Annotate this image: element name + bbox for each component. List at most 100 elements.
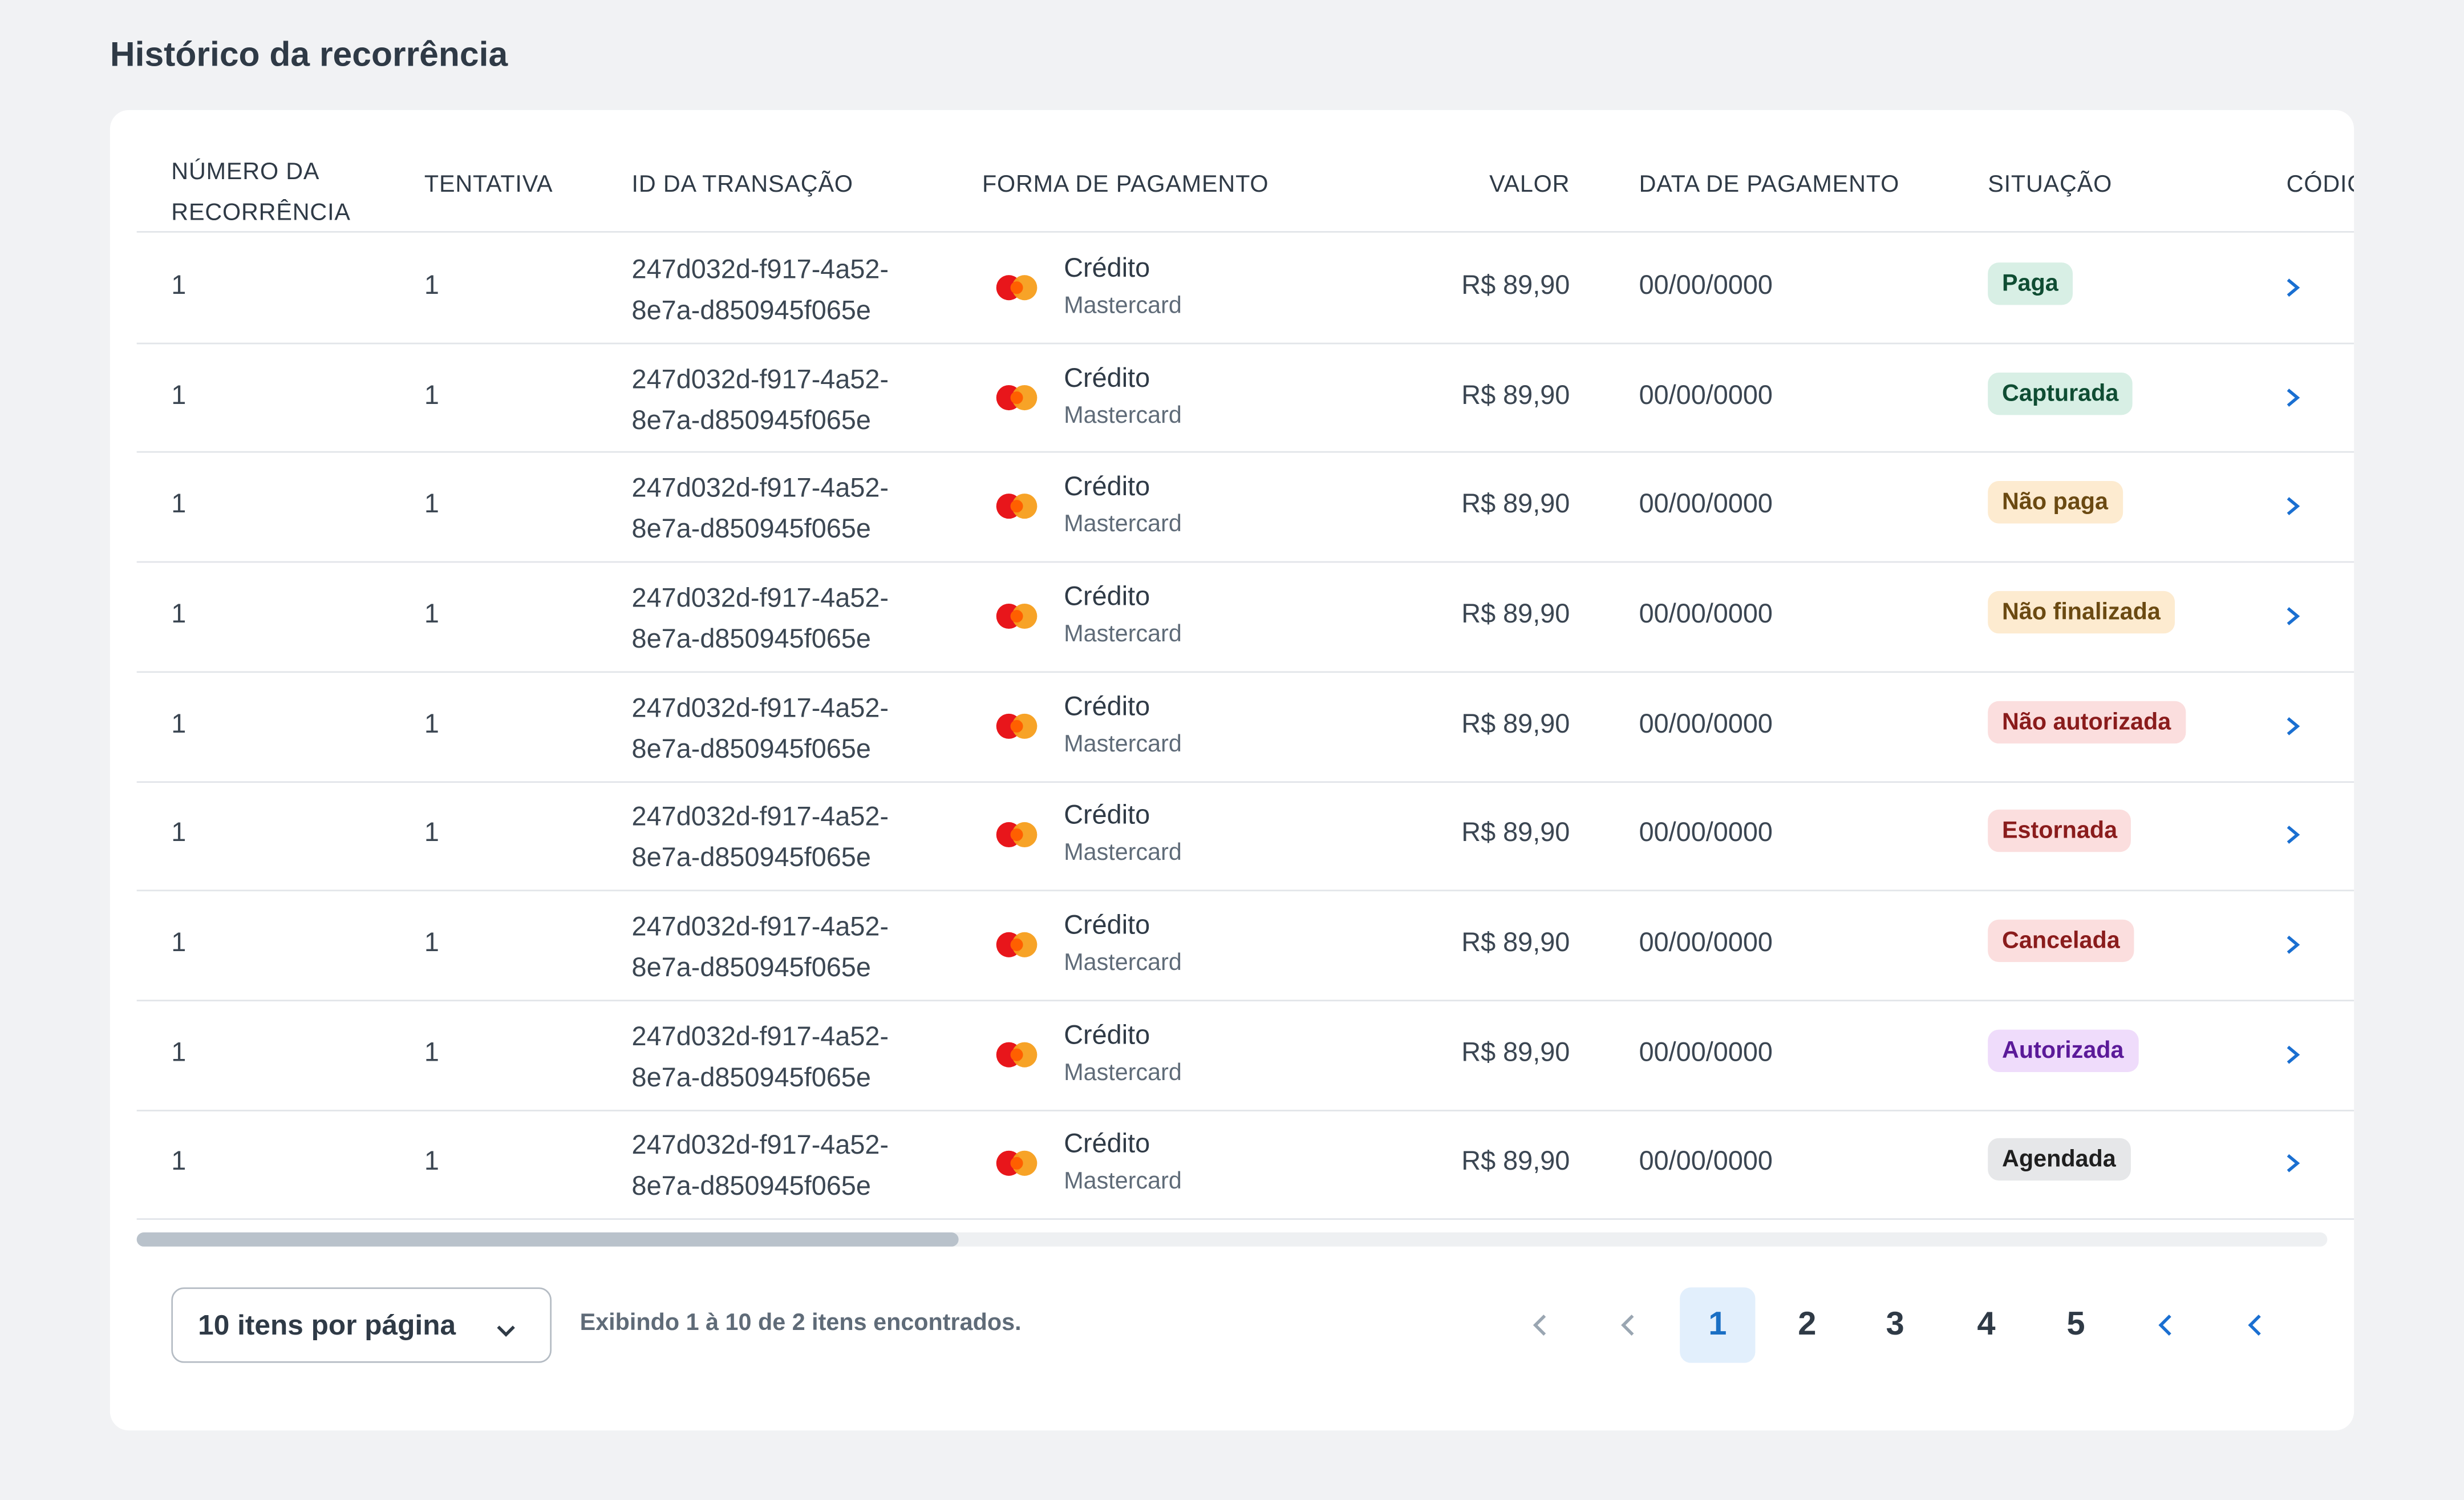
payment-date: 00/00/0000 bbox=[1639, 599, 1773, 629]
next-page-button[interactable] bbox=[2156, 1313, 2175, 1346]
row-details-chevron[interactable] bbox=[2283, 1153, 2302, 1183]
card-brand: Mastercard bbox=[1064, 949, 1182, 977]
payment-date: 00/00/0000 bbox=[1639, 1037, 1773, 1068]
card-brand: Mastercard bbox=[1064, 730, 1182, 757]
row-divider bbox=[136, 451, 2354, 454]
row-details-chevron[interactable] bbox=[2283, 1044, 2302, 1073]
payment-date: 00/00/0000 bbox=[1639, 489, 1773, 519]
column-header: TENTATIVA bbox=[424, 171, 553, 199]
status-badge: Estornada bbox=[1988, 810, 2131, 853]
transaction-id: 247d032d-f917-4a52-8e7a-d850945f065e bbox=[631, 1131, 889, 1202]
card: NÚMERO DA RECORRÊNCIA TENTATIVA ID DA TRAN… bbox=[110, 110, 2354, 1431]
attempt: 1 bbox=[424, 708, 439, 738]
first-page-button[interactable] bbox=[1530, 1313, 1549, 1346]
row-details-chevron[interactable] bbox=[2283, 386, 2302, 416]
header-divider bbox=[136, 231, 2354, 233]
amount: R$ 89,90 bbox=[1461, 489, 1570, 519]
attempt: 1 bbox=[424, 1146, 439, 1177]
card-brand: Mastercard bbox=[1064, 621, 1182, 648]
column-header: DATA DE PAGAMENTO bbox=[1639, 171, 1900, 199]
row-details-chevron[interactable] bbox=[2283, 715, 2302, 745]
scroll-thumb bbox=[136, 1232, 959, 1247]
attempt: 1 bbox=[424, 599, 439, 629]
page-button[interactable]: 4 bbox=[1977, 1306, 1996, 1343]
select-chevron bbox=[495, 1319, 517, 1348]
card-brand: Mastercard bbox=[1064, 1169, 1182, 1196]
amount: R$ 89,90 bbox=[1461, 379, 1570, 410]
row-divider bbox=[136, 890, 2354, 892]
payment-date: 00/00/0000 bbox=[1639, 379, 1773, 410]
payment-method: Crédito bbox=[1064, 691, 1150, 721]
status-badge: Capturada bbox=[1988, 371, 2133, 415]
card-brand-icon bbox=[995, 383, 1039, 419]
column-header: FORMA DE PAGAMENTO bbox=[982, 171, 1269, 199]
page-title: Histórico da recorrência bbox=[110, 34, 508, 74]
amount: R$ 89,90 bbox=[1461, 1037, 1570, 1068]
status-badge: Não paga bbox=[1988, 481, 2122, 524]
card-brand: Mastercard bbox=[1064, 1059, 1182, 1086]
attempt: 1 bbox=[424, 270, 439, 300]
column-header: VALOR bbox=[1489, 171, 1570, 199]
column-header: CÓDIGO bbox=[2286, 171, 2354, 199]
payment-method: Crédito bbox=[1064, 1129, 1150, 1159]
last-page-button[interactable] bbox=[2246, 1313, 2264, 1346]
row-details-chevron[interactable] bbox=[2283, 276, 2302, 306]
page-button[interactable]: 3 bbox=[1886, 1306, 1904, 1343]
transaction-id: 247d032d-f917-4a52-8e7a-d850945f065e bbox=[631, 1021, 889, 1093]
status-badge: Paga bbox=[1988, 262, 2073, 305]
card-brand-icon bbox=[995, 821, 1039, 857]
recurrence-number: 1 bbox=[171, 927, 187, 957]
pagination-summary: Exibindo 1 à 10 de 2 itens encontrados. bbox=[579, 1309, 1022, 1336]
attempt: 1 bbox=[424, 1037, 439, 1068]
transaction-id: 247d032d-f917-4a52-8e7a-d850945f065e bbox=[631, 693, 889, 763]
per-page-select[interactable]: 10 itens por página bbox=[171, 1287, 552, 1363]
payment-method: Crédito bbox=[1064, 472, 1150, 502]
recurrence-number: 1 bbox=[171, 379, 187, 410]
amount: R$ 89,90 bbox=[1461, 599, 1570, 629]
card-brand-icon bbox=[995, 273, 1039, 309]
row-details-chevron[interactable] bbox=[2283, 934, 2302, 964]
row-details-chevron[interactable] bbox=[2283, 496, 2302, 525]
row-details-chevron[interactable] bbox=[2283, 824, 2302, 854]
card-brand-icon bbox=[995, 602, 1039, 638]
column-header: ID DA TRANSAÇÃO bbox=[631, 171, 853, 199]
column-header: SITUAÇÃO bbox=[1988, 171, 2113, 199]
previous-page-button[interactable] bbox=[1619, 1313, 1638, 1346]
transaction-id: 247d032d-f917-4a52-8e7a-d850945f065e bbox=[631, 254, 889, 325]
amount: R$ 89,90 bbox=[1461, 270, 1570, 300]
payment-method: Crédito bbox=[1064, 800, 1150, 831]
page-button[interactable]: 2 bbox=[1798, 1306, 1817, 1343]
card-brand: Mastercard bbox=[1064, 402, 1182, 428]
attempt: 1 bbox=[424, 489, 439, 519]
attempt: 1 bbox=[424, 927, 439, 957]
transaction-id: 247d032d-f917-4a52-8e7a-d850945f065e bbox=[631, 473, 889, 544]
transaction-id: 247d032d-f917-4a52-8e7a-d850945f065e bbox=[631, 912, 889, 983]
transaction-id: 247d032d-f917-4a52-8e7a-d850945f065e bbox=[631, 583, 889, 654]
page-button[interactable]: 5 bbox=[2066, 1306, 2085, 1343]
row-divider bbox=[136, 780, 2354, 782]
payment-date: 00/00/0000 bbox=[1639, 270, 1773, 300]
status-badge: Não finalizada bbox=[1988, 591, 2175, 634]
payment-method: Crédito bbox=[1064, 910, 1150, 940]
amount: R$ 89,90 bbox=[1461, 708, 1570, 738]
amount: R$ 89,90 bbox=[1461, 818, 1570, 848]
transaction-id: 247d032d-f917-4a52-8e7a-d850945f065e bbox=[631, 802, 889, 874]
per-page-label: 10 itens por página bbox=[198, 1309, 456, 1341]
page-button[interactable]: 1 bbox=[1680, 1287, 1756, 1363]
row-details-chevron[interactable] bbox=[2283, 605, 2302, 635]
row-divider bbox=[136, 1109, 2354, 1111]
column-header: NÚMERO DA RECORRÊNCIA bbox=[171, 159, 351, 227]
recurrence-number: 1 bbox=[171, 708, 187, 738]
payment-date: 00/00/0000 bbox=[1639, 1146, 1773, 1177]
payment-method: Crédito bbox=[1064, 362, 1150, 393]
status-badge: Não autorizada bbox=[1988, 700, 2186, 743]
payment-method: Crédito bbox=[1064, 253, 1150, 283]
payment-date: 00/00/0000 bbox=[1639, 708, 1773, 738]
amount: R$ 89,90 bbox=[1461, 927, 1570, 957]
recurrence-number: 1 bbox=[171, 599, 187, 629]
row-divider bbox=[136, 670, 2354, 673]
row-divider bbox=[136, 342, 2354, 344]
attempt: 1 bbox=[424, 818, 439, 848]
payment-method: Crédito bbox=[1064, 1020, 1150, 1050]
